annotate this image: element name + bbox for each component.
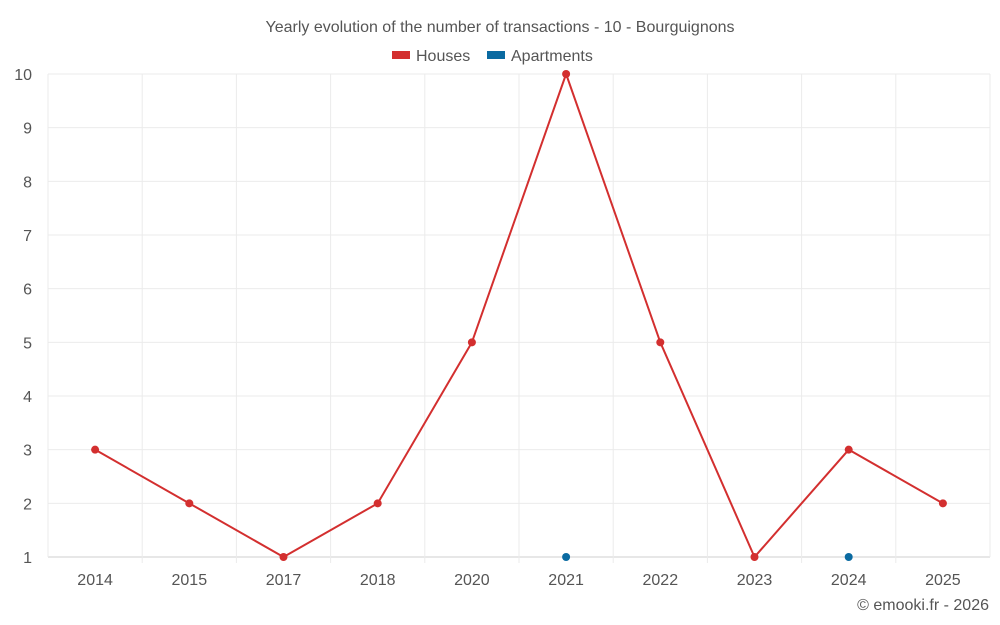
y-axis-ticks: 1 2 3 4 5 6 7 8 9 10 <box>14 67 32 567</box>
x-tick-label: 2025 <box>925 572 961 589</box>
x-tick-label: 2021 <box>548 572 584 589</box>
data-point-houses-2021[interactable] <box>562 70 571 78</box>
grid <box>47 73 991 563</box>
legend-item-apartments[interactable]: Apartments <box>487 48 593 65</box>
x-tick-label: 2022 <box>643 572 679 589</box>
data-point-houses-2020[interactable] <box>467 338 476 347</box>
data-point-houses-2015[interactable] <box>185 499 194 508</box>
x-tick-label: 2014 <box>77 572 113 589</box>
x-axis-ticks: 2014 2015 2017 2018 2020 2021 2022 2023 2024 2025 <box>77 572 960 589</box>
credit-text: © emooki.fr - 2026 <box>857 597 989 614</box>
legend-swatch-houses <box>392 51 410 59</box>
y-tick-label: 8 <box>23 174 32 191</box>
legend-label-apartments: Apartments <box>511 48 593 65</box>
x-tick-label: 2023 <box>737 572 773 589</box>
y-tick-label: 7 <box>23 228 32 245</box>
legend-item-houses[interactable]: Houses <box>392 48 470 65</box>
y-tick-label: 2 <box>23 496 32 513</box>
data-point-houses-2022[interactable] <box>656 338 665 347</box>
series-line-houses <box>94 73 944 558</box>
y-tick-label: 6 <box>23 282 32 299</box>
x-tick-label: 2015 <box>172 572 208 589</box>
data-point-houses-2018[interactable] <box>373 499 382 508</box>
x-tick-label: 2017 <box>266 572 302 589</box>
data-point-apartments-2024[interactable] <box>844 553 853 561</box>
legend-label-houses: Houses <box>416 48 470 65</box>
y-tick-label: 4 <box>23 389 32 406</box>
x-tick-label: 2020 <box>454 572 490 589</box>
series-lines <box>94 73 944 558</box>
data-point-houses-2014[interactable] <box>91 445 100 454</box>
chart-title: Yearly evolution of the number of transa… <box>265 19 734 36</box>
data-point-houses-2024[interactable] <box>844 445 853 454</box>
y-tick-label: 9 <box>23 121 32 138</box>
y-tick-label: 10 <box>14 67 32 84</box>
data-point-houses-2025[interactable] <box>938 499 947 508</box>
legend-swatch-apartments <box>487 51 505 59</box>
x-tick-label: 2024 <box>831 572 867 589</box>
series-points <box>91 70 947 561</box>
y-tick-label: 3 <box>23 443 32 460</box>
y-tick-label: 1 <box>23 550 32 567</box>
data-point-apartments-2021[interactable] <box>562 553 571 561</box>
y-tick-label: 5 <box>23 335 32 352</box>
legend: Houses Apartments <box>392 48 593 65</box>
data-point-houses-2017[interactable] <box>279 553 288 561</box>
data-point-houses-2023[interactable] <box>750 553 759 561</box>
x-tick-label: 2018 <box>360 572 396 589</box>
